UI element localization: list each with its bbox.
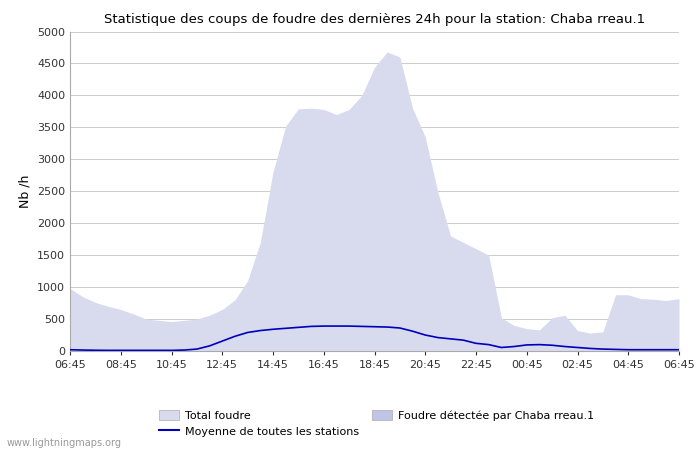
Y-axis label: Nb /h: Nb /h [18, 175, 32, 208]
Text: www.lightningmaps.org: www.lightningmaps.org [7, 438, 122, 448]
Title: Statistique des coups de foudre des dernières 24h pour la station: Chaba rreau.1: Statistique des coups de foudre des dern… [104, 13, 645, 26]
Legend: Total foudre, Moyenne de toutes les stations, Foudre détectée par Chaba rreau.1: Total foudre, Moyenne de toutes les stat… [155, 405, 598, 441]
